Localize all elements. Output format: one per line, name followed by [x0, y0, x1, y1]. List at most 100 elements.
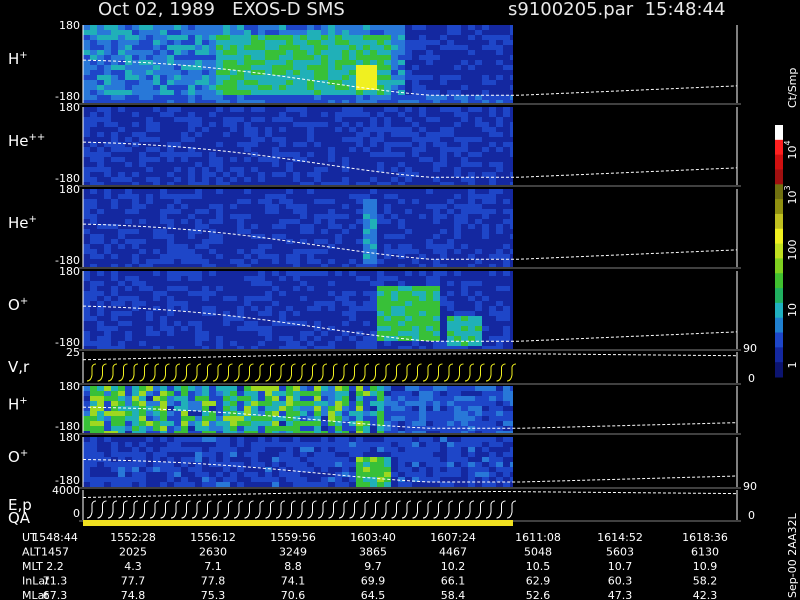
- spectrogram-cell: [104, 321, 111, 326]
- spectrogram-cell: [83, 40, 90, 45]
- spectrogram-cell: [433, 214, 440, 219]
- spectrogram-cell: [503, 90, 510, 95]
- spectrogram-cell: [160, 281, 167, 286]
- spectrogram-cell: [209, 326, 216, 331]
- spectrogram-cell: [230, 249, 237, 254]
- spectrogram-cell: [412, 209, 419, 214]
- spectrogram-cell: [433, 65, 440, 70]
- spectrogram-cell: [489, 30, 496, 35]
- spectrogram-cell: [482, 316, 489, 321]
- spectrogram-cell: [167, 416, 174, 421]
- spectrogram-cell: [244, 70, 251, 75]
- spectrogram-cell: [489, 137, 496, 142]
- spectrogram-cell: [510, 142, 513, 147]
- spectrogram-cell: [244, 35, 251, 40]
- spectrogram-cell: [398, 229, 405, 234]
- spectrogram-cell: [363, 316, 370, 321]
- spectrogram-cell: [125, 401, 132, 406]
- spectrogram-cell: [230, 55, 237, 60]
- spectrogram-cell: [321, 199, 328, 204]
- spectrogram-cell: [321, 137, 328, 142]
- spectrogram-cell: [265, 219, 272, 224]
- spectrogram-cell: [384, 95, 391, 100]
- spectrogram-cell: [181, 122, 188, 127]
- spectrogram-cell: [342, 442, 349, 447]
- spectrogram-cell: [216, 75, 223, 80]
- spectrogram-cell: [265, 177, 272, 182]
- spectrogram-cell: [111, 286, 118, 291]
- spectrogram-cell: [293, 152, 300, 157]
- spectrogram-cell: [433, 45, 440, 50]
- spectrogram-cell: [405, 447, 412, 452]
- spectrogram-cell: [426, 80, 433, 85]
- spectrogram-cell: [454, 244, 461, 249]
- spectrogram-cell: [426, 311, 433, 316]
- spectrogram-cell: [195, 401, 202, 406]
- spectrogram-cell: [433, 40, 440, 45]
- spectrogram-cell: [216, 229, 223, 234]
- spectrogram-cell: [412, 271, 419, 276]
- spectrogram-cell: [244, 85, 251, 90]
- spectrogram-cell: [181, 244, 188, 249]
- spectrogram-cell: [244, 447, 251, 452]
- spectrogram-cell: [482, 209, 489, 214]
- spectrogram-cell: [398, 281, 405, 286]
- spectrogram-cell: [118, 431, 125, 433]
- spectrogram-cell: [293, 204, 300, 209]
- spectrogram-cell: [286, 219, 293, 224]
- spectrogram-cell: [342, 182, 349, 185]
- spectrogram-cell: [489, 25, 496, 30]
- spectrogram-cell: [216, 321, 223, 326]
- spectrogram-cell: [111, 259, 118, 264]
- spectrogram-cell: [146, 396, 153, 401]
- spectrogram-cell: [265, 70, 272, 75]
- spectrogram-cell: [216, 65, 223, 70]
- spectrogram-cell: [426, 321, 433, 326]
- spectrogram-cell: [132, 411, 139, 416]
- spectrogram-cell: [251, 132, 258, 137]
- spectrogram-cell: [419, 172, 426, 177]
- spectrogram-cell: [405, 112, 412, 117]
- spectrogram-cell: [174, 467, 181, 472]
- spectrogram-cell: [426, 90, 433, 95]
- spectrogram-cell: [132, 80, 139, 85]
- spectrogram-cell: [90, 341, 97, 346]
- spectrogram-cell: [496, 239, 503, 244]
- spectrogram-cell: [153, 25, 160, 30]
- spectrogram-cell: [384, 90, 391, 95]
- spectrogram-cell: [405, 321, 412, 326]
- spectrogram-cell: [377, 316, 384, 321]
- spectrogram-cell: [398, 214, 405, 219]
- spectrogram-cell: [216, 341, 223, 346]
- spectrogram-cell: [335, 112, 342, 117]
- spectrogram-cell: [83, 271, 90, 276]
- spectrogram-cell: [139, 316, 146, 321]
- spectrogram-cell: [195, 137, 202, 142]
- spectrogram-cell: [279, 219, 286, 224]
- spectrogram-cell: [90, 112, 97, 117]
- spectrogram-cell: [426, 421, 433, 426]
- spectrogram-cell: [202, 167, 209, 172]
- spectrogram-cell: [118, 416, 125, 421]
- spectrogram-cell: [293, 244, 300, 249]
- spectrogram-cell: [125, 301, 132, 306]
- spectrogram-cell: [111, 276, 118, 281]
- spectrogram-cell: [97, 321, 104, 326]
- spectrogram-cell: [265, 80, 272, 85]
- spectrogram-cell: [83, 189, 90, 194]
- spectrogram-cell: [321, 452, 328, 457]
- spectrogram-cell: [181, 401, 188, 406]
- spectrogram-cell: [489, 147, 496, 152]
- spectrogram-cell: [125, 209, 132, 214]
- spectrogram-cell: [286, 50, 293, 55]
- spectrogram-cell: [118, 467, 125, 472]
- spectrogram-cell: [447, 271, 454, 276]
- spectrogram-cell: [195, 65, 202, 70]
- spectrogram-cell: [83, 421, 90, 426]
- spectrogram-cell: [440, 35, 447, 40]
- spectrogram-cell: [468, 147, 475, 152]
- spectrogram-cell: [181, 172, 188, 177]
- spectrogram-cell: [335, 167, 342, 172]
- spectrogram-cell: [209, 401, 216, 406]
- spectrogram-cell: [111, 411, 118, 416]
